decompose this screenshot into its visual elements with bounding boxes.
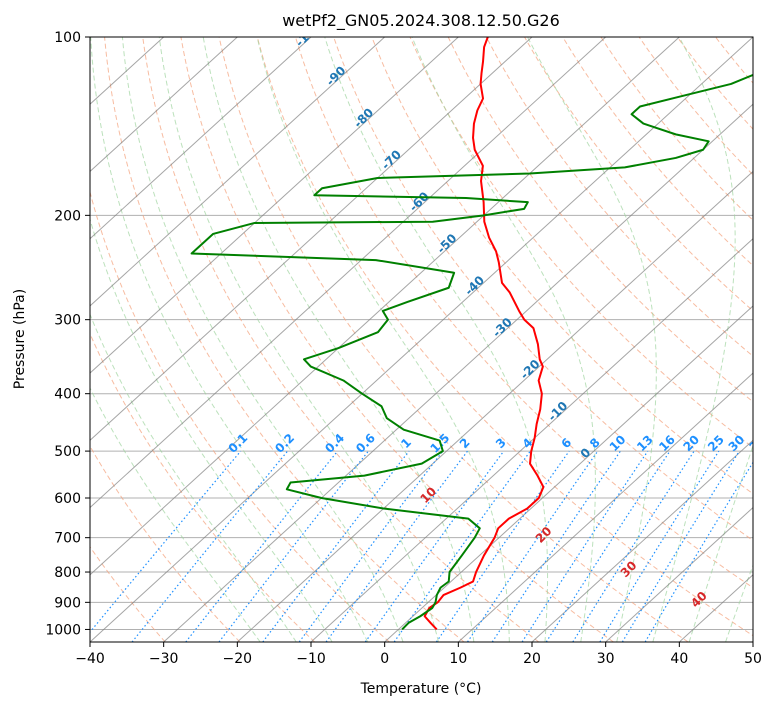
x-tick-label: 40 bbox=[670, 651, 688, 667]
moist-adiabat-line bbox=[90, 217, 333, 642]
dewpoint-trace bbox=[190, 73, 753, 631]
isotherm-line bbox=[163, 103, 753, 642]
mixing-ratio-line bbox=[364, 450, 505, 642]
y-tick-label: 100 bbox=[54, 30, 81, 46]
moist-adiabat-line bbox=[411, 37, 596, 642]
y-tick-label: 300 bbox=[54, 313, 81, 329]
dry-adiabat-line bbox=[524, 37, 753, 312]
dry-adiabat-line bbox=[104, 37, 465, 642]
x-tick-label: −40 bbox=[75, 651, 105, 667]
x-tick-label: 20 bbox=[523, 651, 541, 667]
y-tick-label: 200 bbox=[54, 208, 81, 224]
x-tick-label: −30 bbox=[149, 651, 179, 667]
dry-adiabat-line bbox=[90, 332, 315, 642]
mixing-ratio-line bbox=[393, 450, 531, 642]
x-tick-label: 0 bbox=[380, 651, 389, 667]
y-axis-label: Pressure (hPa) bbox=[12, 289, 28, 389]
dry-adiabat-line bbox=[90, 445, 241, 642]
mixing-ratio-line bbox=[298, 450, 444, 642]
chart-title: wetPf2_GN05.2024.308.12.50.G26 bbox=[282, 11, 560, 31]
x-axis-label: Temperature (°C) bbox=[360, 681, 482, 697]
moist-adiabat-line bbox=[90, 386, 261, 642]
mixing-ratio-line bbox=[185, 450, 339, 642]
isotherm-line bbox=[90, 37, 680, 576]
dry-adiabat-line bbox=[180, 37, 614, 642]
y-tick-label: 700 bbox=[54, 531, 81, 547]
moist-adiabat-line bbox=[324, 37, 549, 642]
mixing-ratio-line bbox=[90, 450, 242, 634]
dry-adiabat-line bbox=[371, 37, 753, 495]
axes: −40 −30 −20 −10 0 10 20 30 40 50 1000 900 800 700 600 5… bbox=[45, 30, 762, 667]
dry-adiabat-line bbox=[447, 37, 753, 403]
moist-adiabat-line bbox=[202, 37, 475, 642]
isotherm-line bbox=[90, 37, 312, 240]
moist-adiabat-line bbox=[121, 37, 404, 642]
y-tick-label: 800 bbox=[54, 565, 81, 581]
dry-adiabat-line bbox=[409, 37, 753, 449]
x-tick-label: 10 bbox=[449, 651, 467, 667]
mixing-ratio-line bbox=[435, 450, 570, 642]
mixing-ratio-line bbox=[325, 450, 469, 642]
x-tick-label: 30 bbox=[597, 651, 615, 667]
y-tick-label: 1000 bbox=[45, 622, 81, 638]
mixing-ratio-label: 36 bbox=[746, 432, 768, 454]
mixing-ratio-line bbox=[262, 450, 410, 642]
moist-adiabat-line bbox=[688, 443, 753, 642]
isotherm-line bbox=[236, 170, 753, 642]
dry-adiabat-line bbox=[485, 37, 753, 357]
y-tick-label: 400 bbox=[54, 387, 81, 403]
isotherm-line bbox=[90, 37, 238, 173]
x-tick-label: −20 bbox=[223, 651, 253, 667]
dry-adiabat-line bbox=[294, 37, 753, 589]
isotherm-line bbox=[310, 237, 753, 642]
isotherm-line bbox=[384, 305, 753, 642]
moist-adiabat-line bbox=[725, 563, 753, 642]
mixing-ratio-line bbox=[467, 450, 599, 642]
y-tick-label: 600 bbox=[54, 491, 81, 507]
mixing-ratio-line bbox=[621, 450, 740, 642]
mixing-ratio-line bbox=[491, 450, 621, 642]
dry-adiabat-line bbox=[142, 37, 540, 642]
mixing-ratio-line bbox=[572, 450, 695, 642]
mixing-ratio-line bbox=[545, 450, 671, 642]
moist-adiabat-line bbox=[256, 37, 510, 642]
moist-adiabat-line bbox=[90, 313, 297, 642]
moist-adiabat-line bbox=[158, 37, 439, 642]
isotherm-line bbox=[90, 37, 607, 509]
mixing-ratio-line bbox=[131, 450, 289, 642]
moist-adiabat-line bbox=[652, 37, 736, 642]
isotherm-line bbox=[90, 37, 753, 642]
isotherm-line bbox=[90, 37, 386, 307]
temperature-trace bbox=[423, 37, 545, 631]
y-tick-label: 500 bbox=[54, 444, 81, 460]
isotherm-line bbox=[531, 439, 753, 642]
plot-frame bbox=[89, 36, 754, 643]
x-tick-label: 50 bbox=[744, 651, 762, 667]
isotherm-line bbox=[457, 372, 753, 642]
isotherm-line bbox=[90, 37, 533, 442]
y-tick-label: 900 bbox=[54, 595, 81, 611]
isotherm-line bbox=[90, 37, 459, 374]
x-tick-label: −10 bbox=[296, 651, 326, 667]
dry-adiabat-line bbox=[218, 37, 689, 642]
plot-area: 0.10.20.40.611.52346810131620253036-100-… bbox=[90, 37, 768, 642]
mixing-ratio-line bbox=[521, 450, 649, 642]
isotherm-line bbox=[605, 506, 753, 642]
